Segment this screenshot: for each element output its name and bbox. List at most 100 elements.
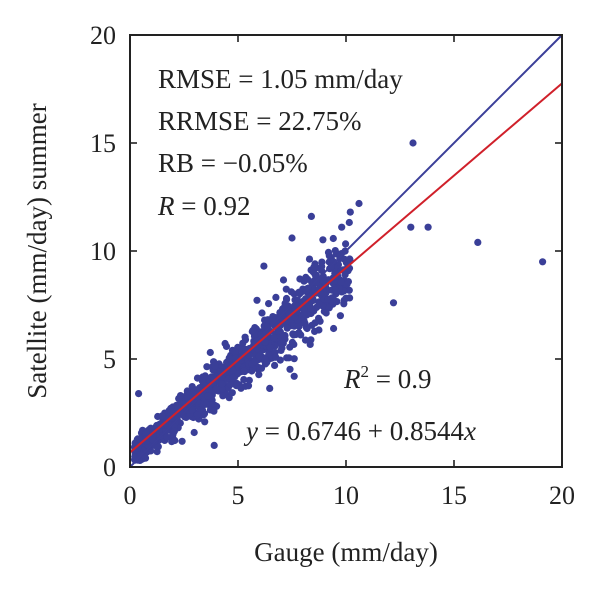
axis-ticks: 0 5 10 15 20 0 5 10 15 20 xyxy=(90,21,575,510)
one-to-one-line xyxy=(129,34,563,468)
data-point xyxy=(203,363,211,371)
data-point xyxy=(318,262,326,271)
data-point xyxy=(286,365,294,373)
data-point xyxy=(290,340,298,348)
data-point xyxy=(300,305,308,314)
data-point xyxy=(249,326,257,335)
data-point xyxy=(539,258,547,266)
rmse-annotation: RMSE = 1.05 mm/day xyxy=(158,64,403,94)
data-point xyxy=(232,382,240,390)
x-tick-label: 5 xyxy=(232,481,245,510)
data-point xyxy=(301,319,309,327)
data-point xyxy=(193,411,201,419)
data-point xyxy=(142,429,150,437)
data-point xyxy=(474,238,482,246)
data-point xyxy=(304,275,312,283)
data-point xyxy=(153,448,161,456)
data-point xyxy=(255,371,263,379)
regression-line xyxy=(129,82,563,454)
data-point xyxy=(291,313,299,321)
data-point xyxy=(337,250,346,258)
data-point xyxy=(308,321,316,329)
data-point xyxy=(341,271,349,279)
data-point xyxy=(330,324,338,333)
y-tick-label: 5 xyxy=(103,345,116,374)
data-point xyxy=(136,435,144,443)
data-point xyxy=(231,348,239,356)
y-tick-label: 15 xyxy=(90,129,116,158)
eq-x-symbol: x xyxy=(463,416,476,446)
data-point xyxy=(342,259,350,267)
data-point xyxy=(171,436,179,445)
data-point xyxy=(241,382,249,390)
data-point xyxy=(219,392,227,400)
data-point xyxy=(285,354,293,362)
data-point xyxy=(288,234,296,242)
data-point xyxy=(407,223,415,231)
data-point xyxy=(287,288,295,296)
rrmse-annotation: RRMSE = 22.75% xyxy=(158,106,362,136)
data-point xyxy=(389,299,398,307)
r-annotation: R = 0.92 xyxy=(157,191,250,221)
data-point xyxy=(201,418,209,426)
data-point xyxy=(312,278,320,287)
y-tick-label: 10 xyxy=(90,237,116,266)
data-point xyxy=(206,348,214,357)
data-point xyxy=(337,278,345,286)
data-point xyxy=(290,372,298,380)
x-tick-label: 0 xyxy=(124,481,137,510)
data-point xyxy=(261,338,269,346)
data-point xyxy=(311,327,319,335)
trend-lines xyxy=(129,34,563,468)
data-point xyxy=(251,357,259,366)
data-point xyxy=(272,293,280,301)
data-point xyxy=(345,218,353,227)
data-point xyxy=(324,248,333,256)
data-point xyxy=(307,336,315,344)
data-point xyxy=(329,295,337,303)
x-tick-label: 10 xyxy=(333,481,359,510)
data-point xyxy=(312,303,321,311)
data-point xyxy=(221,339,229,348)
data-point xyxy=(266,384,274,392)
data-point xyxy=(210,441,218,449)
data-point xyxy=(178,437,186,445)
data-point xyxy=(253,345,262,353)
data-point xyxy=(278,344,286,352)
data-point xyxy=(258,309,266,317)
data-point xyxy=(198,377,206,385)
r2-superscript: 2 xyxy=(361,362,370,381)
r-symbol: R xyxy=(157,191,175,221)
data-point xyxy=(263,358,271,366)
data-point xyxy=(331,247,339,255)
data-point xyxy=(228,389,236,397)
data-point xyxy=(329,234,337,243)
data-point xyxy=(343,280,351,289)
r-value: = 0.92 xyxy=(175,191,251,221)
data-point xyxy=(307,305,315,313)
data-point xyxy=(332,286,340,294)
r2-value: = 0.9 xyxy=(369,364,431,394)
data-point xyxy=(241,333,249,341)
data-point xyxy=(202,400,210,408)
data-point xyxy=(257,364,266,372)
eq-coefficients: = 0.6746 + 0.8544 xyxy=(258,416,464,446)
data-point xyxy=(211,362,219,370)
data-point xyxy=(218,380,226,388)
data-point xyxy=(163,433,171,441)
data-point xyxy=(290,355,298,363)
data-point xyxy=(245,376,253,384)
data-point xyxy=(322,309,330,317)
data-point xyxy=(342,294,350,302)
data-point xyxy=(294,321,302,329)
data-point xyxy=(135,390,143,398)
data-point xyxy=(271,361,279,369)
data-point xyxy=(253,296,261,304)
y-tick-label: 0 xyxy=(103,453,116,482)
data-point xyxy=(424,223,432,231)
data-point xyxy=(340,300,348,308)
r2-symbol: R xyxy=(343,364,361,394)
data-point xyxy=(229,374,237,382)
data-point xyxy=(266,344,274,352)
x-tick-label: 20 xyxy=(549,481,575,510)
